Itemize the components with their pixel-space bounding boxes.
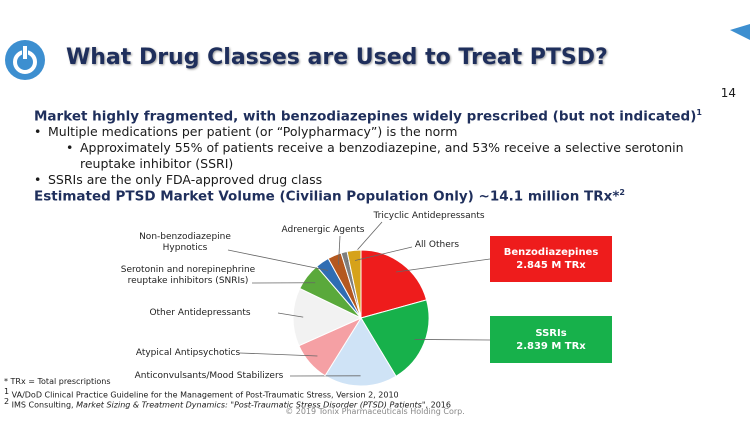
slice-label: Atypical Antipsychotics xyxy=(135,348,241,358)
leader-line xyxy=(395,258,491,273)
footnote-mark: 2 xyxy=(4,397,10,406)
footnote-italic: Market Sizing & Treatment Dynamics: "Pos… xyxy=(76,400,426,410)
leader-line xyxy=(227,249,329,271)
slice-label: Tricyclic Antidepressants xyxy=(373,211,485,221)
heading: Market highly fragmented, with benzodiaz… xyxy=(34,108,702,125)
slice-label: Non-benzodiazepine Hypnotics xyxy=(139,232,231,253)
leader-line xyxy=(277,312,304,318)
sub-bullet: Approximately 55% of patients receive a … xyxy=(66,140,720,172)
bullet: SSRIs are the only FDA-approved drug cla… xyxy=(34,172,728,188)
leader-line xyxy=(338,235,341,265)
slice-label: All Others xyxy=(414,240,460,250)
footnote-ref: 2 xyxy=(619,188,625,197)
pie-slice xyxy=(346,249,362,319)
footnote-mark: 1 xyxy=(4,387,10,396)
footnote-text: VA/DoD Clinical Practice Guideline for t… xyxy=(11,390,399,400)
pie-slice xyxy=(360,299,430,377)
footnote-ref: 1 xyxy=(696,108,702,117)
title: What Drug Classes are Used to Treat PTSD… xyxy=(66,45,608,70)
callout-name: SSRIs xyxy=(535,327,567,339)
callout-box: Benzodiazepines 2.845 M TRx xyxy=(490,236,612,282)
footnote: * TRx = Total prescriptions xyxy=(4,377,111,386)
pie-chart xyxy=(227,221,491,387)
slice-label: Serotonin and norepinephrine reuptake in… xyxy=(120,265,256,286)
copyright: © 2019 Tonix Pharmaceuticals Holding Cor… xyxy=(285,407,465,416)
logo xyxy=(5,40,45,80)
bullet: Multiple medications per patient (or “Po… xyxy=(34,124,728,140)
heading-text: Market highly fragmented, with benzodiaz… xyxy=(34,108,697,125)
footnote: 2 IMS Consulting, Market Sizing & Treatm… xyxy=(4,397,451,410)
slice-label: Adrenergic Agents xyxy=(281,225,365,235)
subheading-text: Estimated PTSD Market Volume (Civilian P… xyxy=(34,188,620,205)
slice-label: Other Antidepressants xyxy=(149,308,251,318)
leader-line xyxy=(414,339,491,341)
footnote: 1 VA/DoD Clinical Practice Guideline for… xyxy=(4,387,399,400)
slice-label: Anticonvulsants/Mood Stabilizers xyxy=(134,371,284,381)
callout-value: 2.839 M TRx xyxy=(516,340,586,352)
pie-slice xyxy=(292,287,363,347)
page-number: 14 xyxy=(720,86,736,100)
subheading: Estimated PTSD Market Volume (Civilian P… xyxy=(34,188,625,205)
callout-value: 2.845 M TRx xyxy=(516,260,586,271)
footnote-text: IMS Consulting, xyxy=(11,400,77,410)
leader-line xyxy=(354,246,413,261)
leader-line xyxy=(239,352,318,357)
corner-shape xyxy=(730,24,750,40)
pie-slice xyxy=(360,249,428,319)
callout-name: Benzodiazepines xyxy=(503,247,599,258)
footnote-text: , 2016 xyxy=(425,400,451,410)
callout-box: SSRIs 2.839 M TRx xyxy=(490,316,612,363)
pie-slice xyxy=(324,317,397,387)
